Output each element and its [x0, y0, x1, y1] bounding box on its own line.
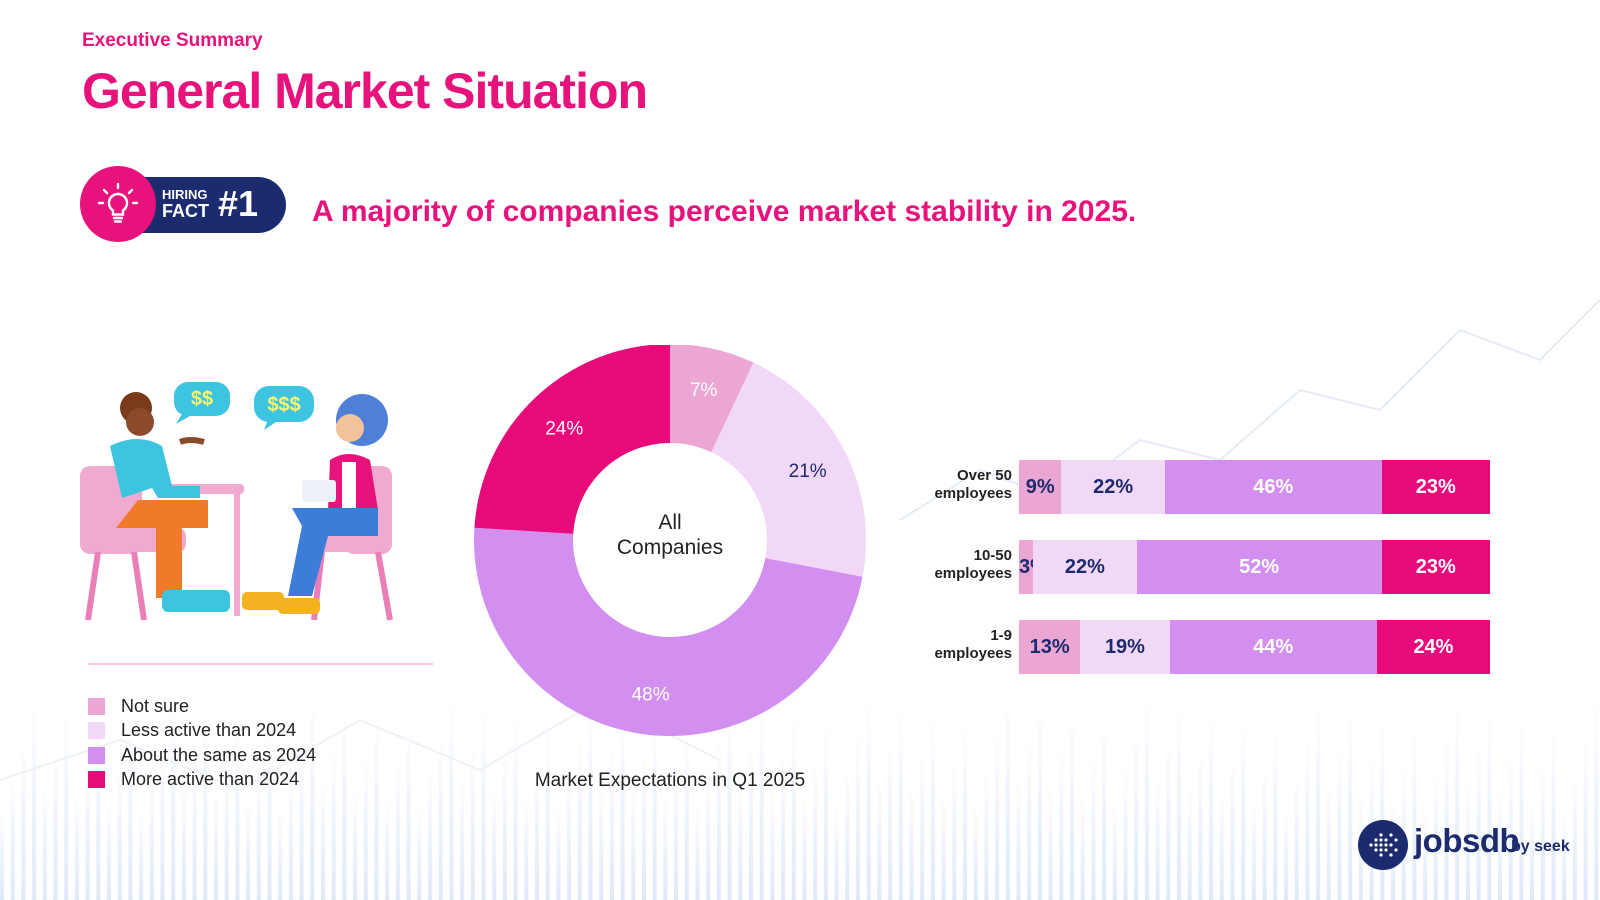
stacked-bar-chart: Over 50 employees 9% 22% 46% 23% 10-50 employee…: [905, 460, 1495, 690]
meeting-illustration: $$ $$$: [80, 382, 393, 621]
bar-segment-label: 19%: [1104, 636, 1145, 658]
bar-category-label-line: employees: [934, 645, 1012, 662]
donut-slice: [474, 527, 863, 736]
headline: A majority of companies perceive market …: [312, 195, 1137, 228]
legend-label: More active than 2024: [121, 769, 300, 790]
bar-segment: 13%: [1019, 620, 1081, 674]
bar-segment: 19%: [1080, 620, 1170, 674]
donut-chart-svg: 7% 21% 48% 24%: [474, 345, 866, 736]
donut-slice: [670, 345, 754, 453]
legend-item-more-active: More active than 2024: [88, 768, 316, 793]
speech-bubble-right: $$$: [254, 386, 314, 430]
speech-bubble-left: $$: [174, 382, 230, 424]
lightbulb-icon: [97, 182, 139, 223]
bar-segment-label: 13%: [1029, 636, 1070, 658]
bar-segment-label: 22%: [1093, 476, 1134, 498]
bar-segment-label: 24%: [1413, 636, 1454, 658]
bar-category-label-line: Over 50: [956, 467, 1012, 484]
donut-slice-label: 48%: [632, 684, 670, 705]
section-eyebrow: Executive Summary: [82, 30, 263, 51]
bar-row: 1-9 employees 13% 19% 44% 24%: [905, 620, 1495, 674]
badge-line-fact: FACT: [162, 201, 209, 221]
jobsdb-logo-mark: [1358, 820, 1408, 870]
bar-segment: 44%: [1169, 620, 1377, 674]
badge-circle: [80, 166, 156, 242]
bar-segment-label: 52%: [1239, 556, 1280, 578]
donut-center-line2: Companies: [616, 536, 724, 559]
bar-category-label: 1-9 employees: [905, 627, 1012, 663]
donut-center-line1: All: [658, 511, 682, 534]
bar-segment: 9%: [1019, 460, 1062, 514]
bar-segment: 52%: [1136, 540, 1382, 594]
bar-track: 9% 22% 46% 23%: [1019, 460, 1490, 514]
legend: Not sure Less active than 2024 About the…: [88, 694, 316, 792]
bar-segment-label: 23%: [1415, 476, 1456, 498]
legend-item-less-active: Less active than 2024: [88, 719, 316, 744]
donut-slice: [474, 345, 670, 534]
bar-row: Over 50 employees 9% 22% 46% 23%: [905, 460, 1495, 514]
legend-item-not-sure: Not sure: [88, 694, 316, 719]
donut-slice-label: 24%: [545, 418, 583, 439]
legend-label: About the same as 2024: [121, 744, 317, 765]
bar-segment-label: 3%: [1019, 556, 1048, 579]
jobsdb-mark-icon: [1369, 833, 1398, 857]
bar-segment: 24%: [1376, 620, 1490, 674]
hiring-fact-badge: HIRING FACT #1: [80, 166, 286, 244]
jobsdb-logo-sub: by seek: [1511, 838, 1570, 855]
bar-segment: 22%: [1033, 540, 1137, 594]
legend-swatch: [88, 771, 105, 789]
donut-center-label: All Companies: [570, 510, 770, 560]
bar-segment-label: 22%: [1064, 556, 1105, 578]
bar-category-label-line: 10-50: [973, 547, 1012, 564]
bar-category-label: 10-50 employees: [905, 547, 1012, 583]
bar-segment: 3%: [1019, 540, 1048, 594]
bar-category-label: Over 50 employees: [905, 467, 1012, 503]
bubble-left-text: $$: [191, 388, 213, 410]
legend-swatch: [88, 746, 105, 764]
donut-chart: 7% 21% 48% 24% All Companies: [460, 345, 880, 755]
illustration-divider: [88, 663, 433, 665]
bar-segment-label: 44%: [1253, 636, 1294, 658]
bar-track: 3% 22% 52% 23%: [1019, 540, 1490, 594]
bar-segment-label: 23%: [1415, 556, 1456, 578]
bar-track: 13% 19% 44% 24%: [1019, 620, 1490, 674]
legend-item-about-same: About the same as 2024: [88, 743, 316, 768]
jobsdb-logo: jobsdb by seek: [1358, 820, 1588, 872]
legend-label: Less active than 2024: [121, 720, 297, 741]
bar-segment: 46%: [1164, 460, 1382, 514]
page-title: General Market Situation: [82, 63, 648, 119]
badge-number: #1: [218, 183, 259, 224]
bar-segment: 23%: [1381, 460, 1490, 514]
bar-category-label-line: employees: [934, 565, 1012, 582]
donut-slice-label: 21%: [789, 461, 827, 482]
badge-line-hiring: HIRING: [162, 187, 208, 202]
jobsdb-logo-text: jobsdb: [1414, 822, 1520, 859]
bar-segment: 22%: [1061, 460, 1165, 514]
donut-caption: Market Expectations in Q1 2025: [534, 770, 806, 791]
legend-swatch: [88, 722, 105, 740]
bar-category-label-line: employees: [934, 485, 1012, 502]
legend-label: Not sure: [121, 695, 190, 716]
donut-slice: [711, 362, 866, 577]
bar-segment-label: 46%: [1253, 476, 1294, 498]
bar-segment-label: 9%: [1025, 476, 1055, 498]
bubble-right-text: $$$: [267, 394, 300, 416]
legend-swatch: [88, 697, 105, 715]
bar-segment: 23%: [1381, 540, 1490, 594]
donut-slice-label: 7%: [690, 380, 718, 401]
bar-category-label-line: 1-9: [990, 627, 1012, 644]
